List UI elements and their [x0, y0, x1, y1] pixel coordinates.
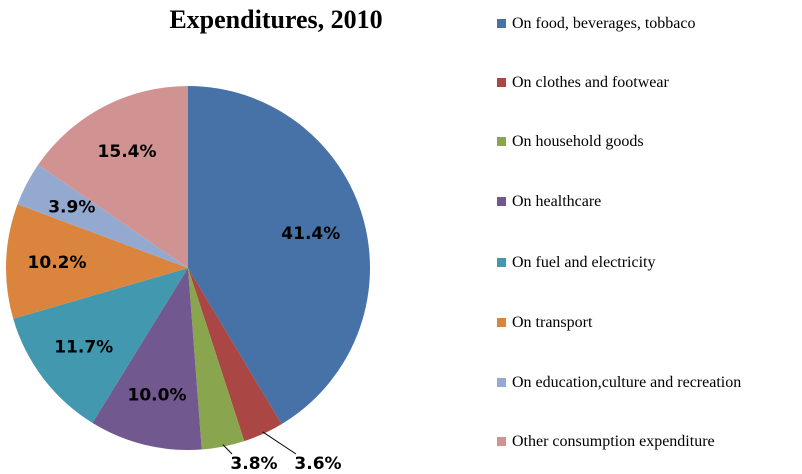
leader-line	[262, 431, 297, 455]
legend-label: Other consumption expenditure	[512, 433, 715, 450]
legend-swatch	[497, 197, 506, 206]
data-label: 41.4%	[281, 224, 340, 244]
legend-swatch	[497, 78, 506, 87]
legend-label: On food, beverages, tobbaco	[512, 15, 696, 32]
data-label: 3.9%	[48, 197, 95, 217]
legend-label: On transport	[512, 314, 593, 331]
legend-entry: On healthcare	[497, 192, 782, 211]
legend-entry: Other consumption expenditure	[497, 432, 782, 451]
pie-slice	[92, 268, 202, 450]
data-label: 10.0%	[128, 385, 187, 405]
legend-swatch	[497, 378, 506, 387]
pie-slice	[188, 86, 371, 425]
pie-slice	[6, 204, 189, 319]
legend-entry: On transport	[497, 313, 782, 332]
legend-label: On household goods	[512, 133, 644, 150]
data-label: 15.4%	[98, 142, 157, 162]
legend-entry: On household goods	[497, 132, 782, 151]
leader-line	[222, 444, 233, 455]
pie-slice	[188, 268, 282, 442]
legend-label: On healthcare	[512, 193, 602, 210]
legend-entry: On food, beverages, tobbaco	[497, 14, 782, 33]
data-label: 3.6%	[294, 454, 341, 474]
legend-label: On education,culture and recreation	[512, 374, 742, 391]
legend-swatch	[497, 19, 506, 28]
data-label: 10.2%	[28, 253, 87, 273]
chart: Expenditures, 2010 41.4% 3.6% 3.8% 10.0% 11.…	[6, 5, 383, 474]
pie-slice	[17, 164, 189, 268]
legend-entry: On clothes and footwear	[497, 73, 782, 92]
legend-swatch	[497, 137, 506, 146]
legend-label: On fuel and electricity	[512, 254, 656, 271]
pie-slice	[38, 86, 188, 268]
data-label: 3.8%	[230, 454, 277, 474]
legend-label: On clothes and footwear	[512, 74, 669, 91]
legend-entry: On education,culture and recreation	[497, 373, 742, 392]
data-label: 11.7%	[54, 337, 113, 357]
chart-title: Expenditures, 2010	[169, 5, 382, 34]
legend-swatch	[497, 437, 506, 446]
pie-slice	[13, 268, 189, 423]
pie-slice	[188, 268, 245, 450]
legend-swatch	[497, 318, 506, 327]
legend-swatch	[497, 258, 506, 267]
legend-entry: On fuel and electricity	[497, 253, 782, 272]
